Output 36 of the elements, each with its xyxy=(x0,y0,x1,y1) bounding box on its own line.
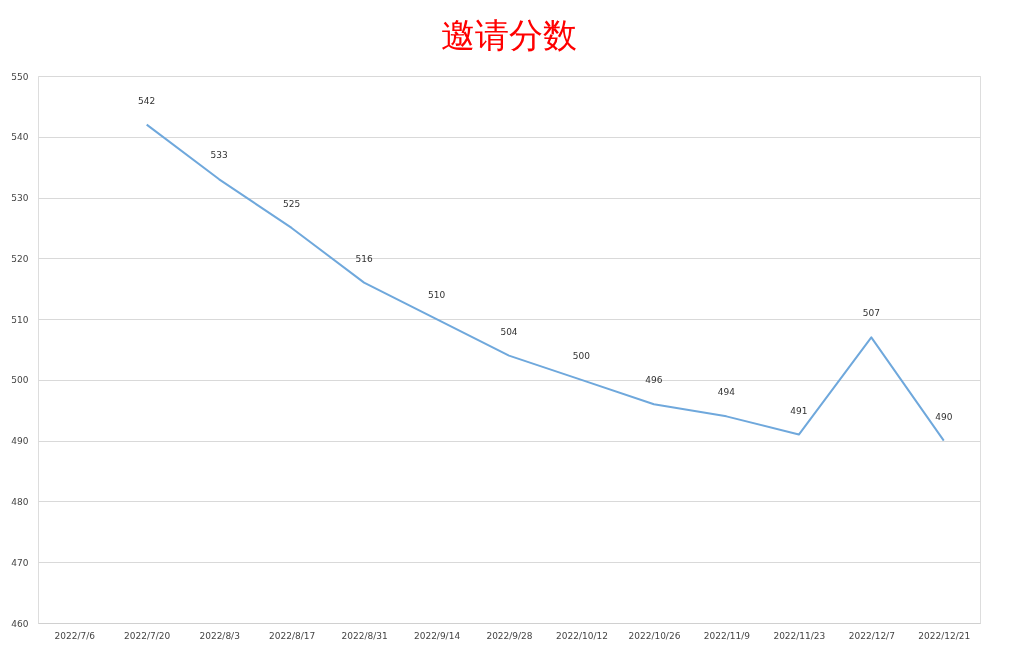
x-tick-label: 2022/7/20 xyxy=(124,630,171,641)
data-label: 516 xyxy=(355,253,373,264)
data-label: 533 xyxy=(210,150,228,161)
x-tick-label: 2022/12/21 xyxy=(918,630,971,641)
data-label: 500 xyxy=(572,350,591,361)
x-tick-label: 2022/7/6 xyxy=(54,630,96,641)
y-tick-label: 520 xyxy=(11,253,29,264)
y-tick-label: 540 xyxy=(11,132,29,143)
x-tick-label: 2022/11/23 xyxy=(773,630,826,641)
x-tick-label: 2022/8/31 xyxy=(341,630,388,641)
x-tick-label: 2022/8/3 xyxy=(199,630,240,641)
x-tick-label: 2022/9/14 xyxy=(413,630,461,641)
y-tick-label: 490 xyxy=(11,436,29,447)
y-tick-label: 460 xyxy=(11,618,29,629)
x-tick-label: 2022/11/9 xyxy=(703,630,751,641)
x-tick-label: 2022/10/12 xyxy=(556,630,608,641)
data-label: 491 xyxy=(790,405,808,416)
y-tick-label: 510 xyxy=(11,314,29,325)
data-label: 525 xyxy=(283,198,301,209)
data-label: 542 xyxy=(138,95,156,106)
x-tick-label: 2022/9/28 xyxy=(486,630,533,641)
x-tick-label: 2022/12/7 xyxy=(848,630,895,641)
y-tick-label: 500 xyxy=(11,375,29,386)
x-tick-label: 2022/8/17 xyxy=(269,630,316,641)
y-tick-label: 550 xyxy=(11,71,29,82)
data-label: 494 xyxy=(717,387,736,398)
y-tick-label: 530 xyxy=(11,193,29,204)
data-label: 496 xyxy=(645,375,663,386)
chart-title: 邀请分数 xyxy=(441,15,577,55)
y-tick-label: 480 xyxy=(11,496,29,507)
y-tick-label: 470 xyxy=(11,557,29,568)
data-label: 490 xyxy=(935,411,953,422)
data-label: 504 xyxy=(500,326,518,337)
x-tick-label: 2022/10/26 xyxy=(628,630,681,641)
data-label: 510 xyxy=(427,290,446,301)
data-label: 507 xyxy=(862,308,880,319)
